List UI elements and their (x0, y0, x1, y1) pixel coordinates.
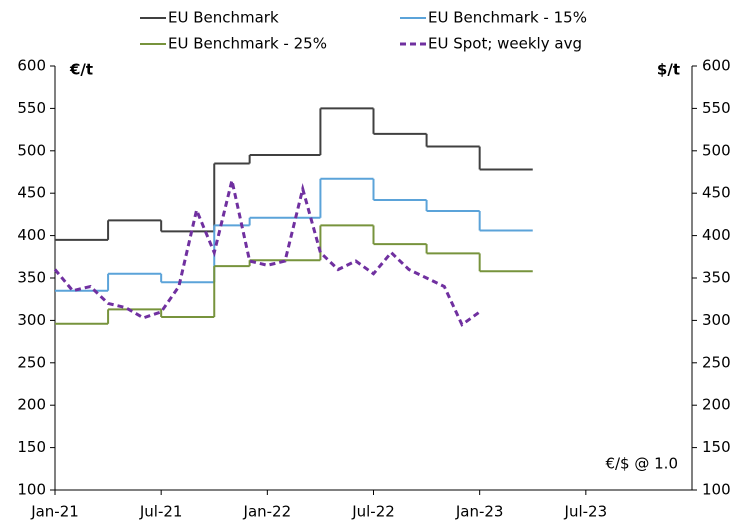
right-unit: $/t (657, 61, 680, 79)
y-tick-label: 400 (17, 226, 46, 244)
y-tick-label: 500 (17, 141, 46, 159)
left-unit: €/t (69, 61, 93, 79)
y-tick-label: 300 (17, 311, 46, 329)
y2-tick-label: 550 (702, 99, 731, 117)
y2-tick-label: 200 (702, 396, 731, 414)
legend-label: EU Benchmark - 15% (428, 9, 587, 27)
annotation: €/$ @ 1.0 (605, 455, 678, 473)
y-tick-label: 150 (17, 438, 46, 456)
y2-tick-label: 450 (702, 184, 731, 202)
y2-tick-label: 600 (702, 57, 731, 75)
x-tick-label: Jul-21 (139, 503, 183, 521)
y-tick-label: 550 (17, 99, 46, 117)
y2-tick-label: 400 (702, 226, 731, 244)
y-tick-label: 100 (17, 481, 46, 499)
x-tick-label: Jul-22 (351, 503, 395, 521)
y2-tick-label: 150 (702, 438, 731, 456)
y2-tick-label: 500 (702, 141, 731, 159)
series-line (53, 180, 481, 327)
y2-tick-label: 350 (702, 269, 731, 287)
y-tick-label: 450 (17, 184, 46, 202)
x-tick-label: Jan-23 (455, 503, 504, 521)
legend-label: EU Benchmark (168, 9, 279, 27)
y2-tick-label: 300 (702, 311, 731, 329)
legend-label: EU Benchmark - 25% (168, 35, 327, 53)
y-tick-label: 350 (17, 269, 46, 287)
y2-tick-label: 250 (702, 353, 731, 371)
x-tick-label: Jan-22 (243, 503, 292, 521)
x-tick-label: Jan-21 (30, 503, 79, 521)
y2-tick-label: 100 (702, 481, 731, 499)
legend-label: EU Spot; weekly avg (428, 35, 582, 53)
y-tick-label: 250 (17, 353, 46, 371)
y-tick-label: 200 (17, 396, 46, 414)
x-tick-label: Jul-23 (564, 503, 608, 521)
y-tick-label: 600 (17, 57, 46, 75)
